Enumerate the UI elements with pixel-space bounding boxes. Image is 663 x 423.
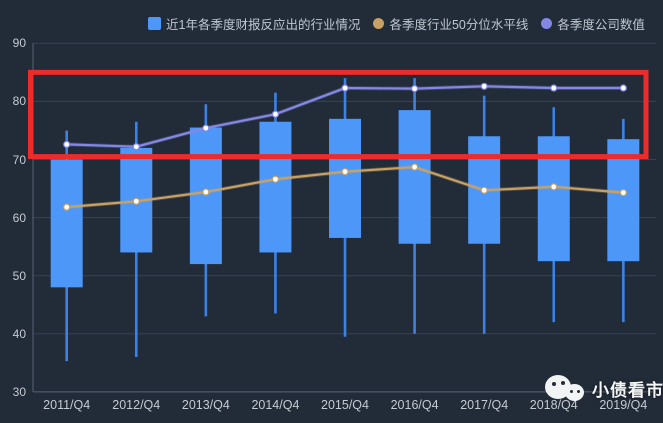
x-tick-label: 2011/Q4 xyxy=(43,398,91,412)
y-tick-label: 90 xyxy=(12,36,26,51)
watermark: 小债看市 xyxy=(544,371,663,403)
x-tick-label: 2012/Q4 xyxy=(112,398,161,412)
watermark-text: 小债看市 xyxy=(592,381,663,400)
legend-item-company-value[interactable]: 各季度公司数值 xyxy=(541,14,645,33)
y-tick-label: 30 xyxy=(12,384,26,399)
legend-item-median-line[interactable]: 各季度行业50分位水平线 xyxy=(373,14,528,33)
x-tick-label: 2015/Q4 xyxy=(321,398,369,412)
y-tick-label: 50 xyxy=(12,268,26,283)
legend-label: 各季度公司数值 xyxy=(557,17,645,32)
legend-item-industry-range[interactable]: 近1年各季度财报反应出的行业情况 xyxy=(148,14,360,33)
x-tick-label: 2018/Q4 xyxy=(529,398,578,412)
orange-dot-icon xyxy=(373,17,385,29)
y-tick-label: 60 xyxy=(12,210,26,225)
x-tick-label: 2013/Q4 xyxy=(181,398,230,412)
blue-square-icon xyxy=(148,16,161,30)
legend-label: 各季度行业50分位水平线 xyxy=(389,17,529,32)
legend-label: 近1年各季度财报反应出的行业情况 xyxy=(166,17,361,32)
chart-legend: 近1年各季度财报反应出的行业情况 各季度行业50分位水平线 各季度公司数值 xyxy=(148,14,645,32)
x-tick-label: 2014/Q4 xyxy=(251,398,300,412)
x-tick-label: 2016/Q4 xyxy=(390,398,439,412)
purple-dot-icon xyxy=(541,17,553,29)
y-tick-label: 40 xyxy=(12,326,26,341)
x-tick-label: 2017/Q4 xyxy=(460,398,509,412)
x-tick-label: 2019/Q4 xyxy=(599,398,648,412)
y-tick-label: 70 xyxy=(12,152,26,167)
y-tick-label: 80 xyxy=(12,94,26,109)
